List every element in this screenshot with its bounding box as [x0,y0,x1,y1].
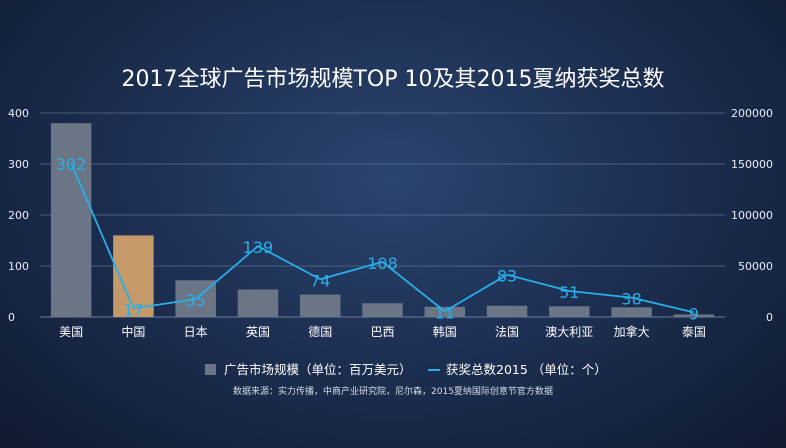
category-label: 美国 [59,325,83,339]
data-label: 51 [559,283,579,302]
data-label: 74 [310,271,330,290]
data-label: 38 [621,290,641,309]
right-tick-label: 200000 [731,107,773,120]
data-label: 83 [497,267,517,286]
data-label: 9 [689,304,699,323]
right-tick-label: 100000 [731,209,773,222]
right-tick-label: 150000 [731,158,773,171]
right-tick-label: 0 [766,311,773,324]
bar [299,294,341,317]
legend-line-label: 获奖总数2015 （单位：个） [446,362,607,377]
left-tick-label: 400 [8,107,29,120]
data-label: 302 [56,155,87,174]
bar [673,314,715,317]
bar [549,306,590,317]
series-line [70,162,695,314]
data-label: 139 [243,238,274,257]
data-label: 11 [435,303,455,322]
legend: 广告市场规模（单位：百万美元） 获奖总数2015 （单位：个） [205,362,607,377]
left-tick-label: 300 [8,158,29,171]
category-label: 泰国 [682,325,706,339]
left-tick-label: 200 [8,209,29,222]
category-label: 日本 [184,325,208,339]
data-label: 108 [367,254,398,273]
legend-bar-label: 广告市场规模（单位：百万美元） [224,362,412,377]
bar-series [50,123,715,317]
legend-bar-swatch [205,364,216,375]
data-label: 17 [123,300,143,319]
bar [486,305,528,317]
bar [50,123,92,317]
chart-title: 2017全球广告市场规模TOP 10及其2015夏纳获奖总数 [122,67,665,92]
line-data-labels: 302 17 35 139 74 108 11 83 51 38 9 [56,155,699,323]
right-axis-ticks: 0 50000 100000 150000 200000 [731,107,773,324]
source-note: 数据来源：实力传播，中商产业研究院，尼尔森，2015夏纳国际创意节官方数据 [233,385,553,397]
category-label: 英国 [246,325,270,339]
category-label: 巴西 [370,325,394,339]
bar [611,307,652,317]
category-label: 法国 [495,325,519,339]
left-tick-label: 100 [8,260,29,273]
category-label: 澳大利亚 [545,325,593,339]
category-label: 加拿大 [614,324,650,339]
right-tick-label: 50000 [738,260,773,273]
bar [237,289,279,317]
line-series [70,162,695,314]
category-label: 韩国 [433,324,457,339]
category-label: 德国 [308,324,332,339]
bar [362,303,403,317]
left-tick-label: 0 [8,311,15,324]
category-labels: 美国 中国 日本 英国 德国 巴西 韩国 法国 澳大利亚 加拿大 泰国 [59,324,706,339]
data-label: 35 [186,291,206,310]
left-axis-ticks: 0 100 200 300 400 [8,107,29,324]
category-label: 中国 [121,324,145,339]
